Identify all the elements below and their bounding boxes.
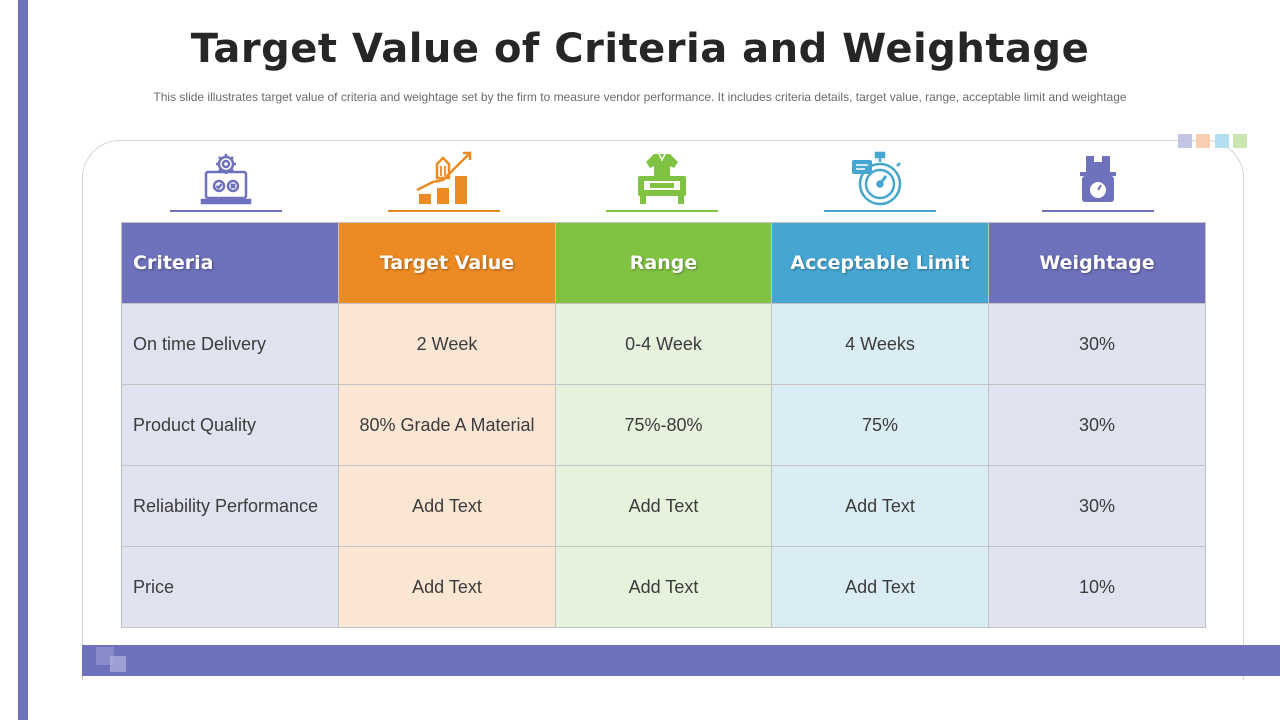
content-frame bbox=[82, 140, 1244, 680]
growth-chart-icon bbox=[388, 150, 500, 212]
icon-underline bbox=[388, 210, 500, 212]
deco-square bbox=[110, 656, 126, 672]
table-header-row: Criteria Target Value Range Acceptable L… bbox=[121, 222, 1206, 304]
cell-criteria: Product Quality bbox=[121, 384, 339, 466]
cell-range: Add Text bbox=[555, 546, 772, 628]
table-row: Reliability Performance Add Text Add Tex… bbox=[121, 465, 1206, 547]
criteria-table: Criteria Target Value Range Acceptable L… bbox=[121, 222, 1206, 628]
stopwatch-icon bbox=[824, 150, 936, 212]
icon-underline bbox=[824, 210, 936, 212]
icon-underline bbox=[1042, 210, 1154, 212]
cell-range: 0-4 Week bbox=[555, 303, 772, 385]
deco-square bbox=[1178, 134, 1192, 148]
cell-target-value: Add Text bbox=[338, 546, 556, 628]
table-row: On time Delivery 2 Week 0-4 Week 4 Weeks… bbox=[121, 303, 1206, 385]
cell-weightage: 10% bbox=[988, 546, 1206, 628]
icon-underline bbox=[170, 210, 282, 212]
table-row: Price Add Text Add Text Add Text 10% bbox=[121, 546, 1206, 628]
header-criteria: Criteria bbox=[121, 222, 339, 304]
deco-square bbox=[1233, 134, 1247, 148]
cell-target-value: Add Text bbox=[338, 465, 556, 547]
page-title: Target Value of Criteria and Weightage bbox=[190, 26, 1090, 72]
deco-square bbox=[1196, 134, 1210, 148]
cell-weightage: 30% bbox=[988, 384, 1206, 466]
cell-target-value: 2 Week bbox=[338, 303, 556, 385]
cell-weightage: 30% bbox=[988, 465, 1206, 547]
cell-range: Add Text bbox=[555, 465, 772, 547]
cell-acceptable-limit: Add Text bbox=[771, 546, 989, 628]
icon-underline bbox=[606, 210, 718, 212]
header-weightage: Weightage bbox=[988, 222, 1206, 304]
laptop-gear-icon bbox=[170, 150, 282, 212]
deco-square bbox=[1215, 134, 1229, 148]
cell-acceptable-limit: Add Text bbox=[771, 465, 989, 547]
header-acceptable-limit: Acceptable Limit bbox=[771, 222, 989, 304]
header-range: Range bbox=[555, 222, 772, 304]
cell-range: 75%-80% bbox=[555, 384, 772, 466]
deco-square bbox=[96, 647, 114, 665]
cell-target-value: 80% Grade A Material bbox=[338, 384, 556, 466]
cell-criteria: Price bbox=[121, 546, 339, 628]
quality-inspection-icon bbox=[606, 150, 718, 212]
cell-acceptable-limit: 75% bbox=[771, 384, 989, 466]
cell-weightage: 30% bbox=[988, 303, 1206, 385]
table-row: Product Quality 80% Grade A Material 75%… bbox=[121, 384, 1206, 466]
cell-acceptable-limit: 4 Weeks bbox=[771, 303, 989, 385]
cell-criteria: On time Delivery bbox=[121, 303, 339, 385]
weighing-scale-icon bbox=[1042, 150, 1154, 212]
header-target-value: Target Value bbox=[338, 222, 556, 304]
cell-criteria: Reliability Performance bbox=[121, 465, 339, 547]
bottom-accent-band bbox=[82, 645, 1280, 676]
page-subtitle: This slide illustrates target value of c… bbox=[153, 90, 1127, 104]
left-accent-bar bbox=[18, 0, 28, 720]
